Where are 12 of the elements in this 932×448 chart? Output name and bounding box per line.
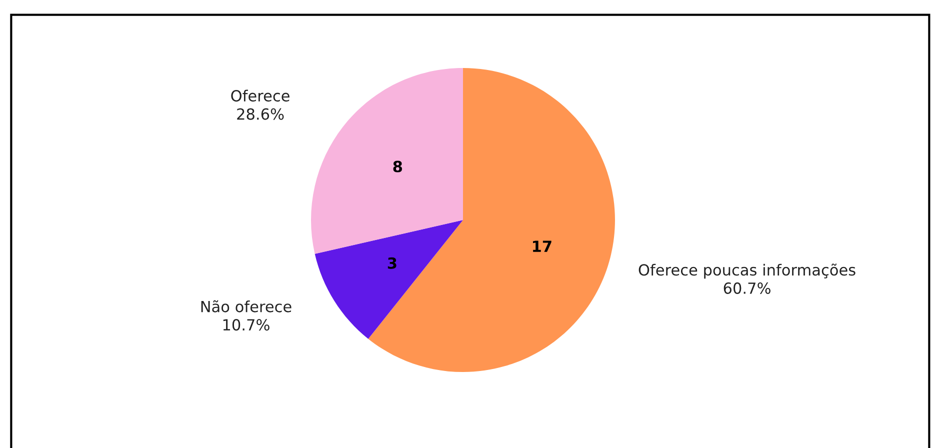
data-label: 17: [533, 240, 552, 252]
slice-label: Oferece poucas informações: [638, 264, 856, 279]
pie-slice: [368, 68, 615, 372]
data-label: 3: [388, 257, 396, 269]
pie-slice: [314, 220, 463, 339]
slice-label: Oferece: [231, 90, 290, 102]
text: 10.7%: [223, 319, 270, 331]
data-label: 8: [393, 160, 402, 172]
pie-slice: [311, 68, 463, 254]
slice-label: Não oferece: [201, 300, 292, 312]
text: 60.7%: [724, 282, 770, 294]
text: 28.6%: [237, 108, 284, 120]
